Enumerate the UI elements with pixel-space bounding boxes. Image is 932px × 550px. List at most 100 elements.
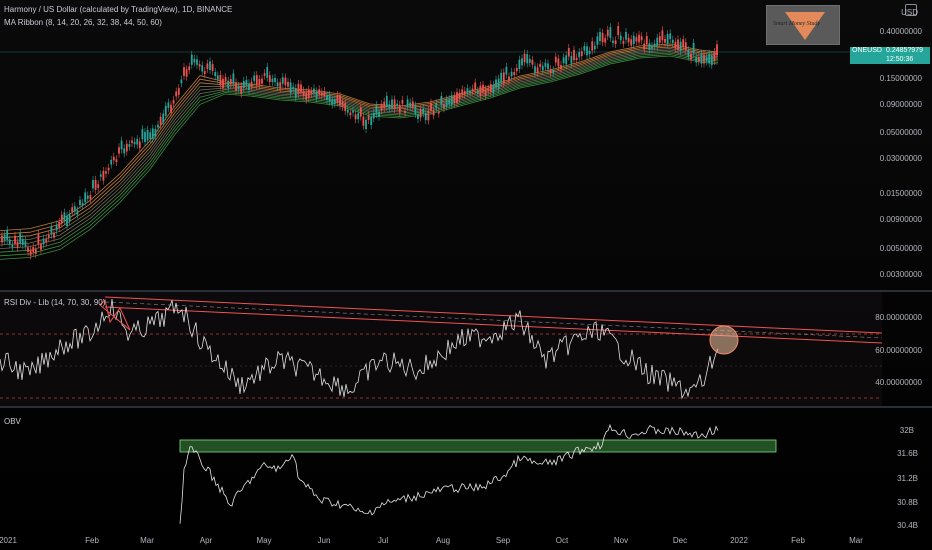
candle-body <box>500 72 503 83</box>
candle-body <box>8 239 11 245</box>
candle-body <box>583 45 586 51</box>
time-tick: Oct <box>555 536 569 545</box>
candle-body <box>528 58 531 63</box>
rsi-highlight-circle <box>709 325 739 355</box>
symbol-badge[interactable]: ONEUSD <box>850 47 886 64</box>
candle-body <box>133 141 136 145</box>
candle-body <box>40 243 42 250</box>
candle-body <box>24 240 27 247</box>
ma-ribbon-line <box>0 49 719 246</box>
candle-body <box>136 139 139 145</box>
candle-body <box>266 66 269 78</box>
candle-body <box>484 89 487 96</box>
candle-body <box>690 53 692 60</box>
candle-body <box>318 89 321 95</box>
pane-divider[interactable] <box>0 406 932 408</box>
candle-body <box>544 62 547 67</box>
candle-body <box>586 46 588 56</box>
candle-body <box>614 40 617 45</box>
candle-body <box>661 30 664 41</box>
candle-body <box>326 95 328 100</box>
candle-body <box>344 102 347 111</box>
candle-body <box>79 199 81 206</box>
candle-body <box>180 79 183 84</box>
candle-body <box>27 247 29 252</box>
time-tick: Sep <box>495 536 511 545</box>
candle-body <box>557 58 560 67</box>
pane-divider[interactable] <box>0 290 932 292</box>
candle-body <box>190 54 193 65</box>
candle-body <box>489 84 492 93</box>
candle-body <box>281 77 284 84</box>
candle-body <box>677 39 679 50</box>
candle-body <box>16 241 19 248</box>
candle-body <box>578 52 581 58</box>
candle-body <box>336 94 339 103</box>
candle-body <box>393 99 396 110</box>
candle-body <box>198 64 201 67</box>
candle-body <box>341 101 344 108</box>
candle-body <box>185 69 188 77</box>
obv-legend[interactable]: OBV <box>4 417 21 426</box>
time-tick: Feb <box>791 536 805 545</box>
candle-body <box>640 36 643 41</box>
price-scale[interactable]: USD 0.40000000 0.15000000 0.09000000 0.0… <box>880 0 932 290</box>
candle-body <box>14 235 16 244</box>
candle-body <box>131 140 133 144</box>
rsi-legend[interactable]: RSI Div - Lib (14, 70, 30, 90) <box>4 298 106 307</box>
candle-body <box>138 141 141 149</box>
candle-body <box>45 239 48 243</box>
candle-body <box>432 110 435 116</box>
candle-body <box>469 90 471 94</box>
candle-body <box>245 79 248 86</box>
candle-body <box>547 63 549 70</box>
candle-body <box>177 88 180 95</box>
candle-body <box>154 129 157 137</box>
maximize-icon[interactable] <box>905 4 917 16</box>
candle-body <box>209 61 211 71</box>
candle-body <box>227 80 230 89</box>
candle-body <box>170 104 172 113</box>
candle-body <box>302 90 305 96</box>
time-tick: Nov <box>613 536 629 545</box>
candle-body <box>443 104 445 109</box>
candle-body <box>398 104 401 113</box>
candle-body <box>370 116 373 126</box>
candle-body <box>313 88 315 93</box>
candle-body <box>435 103 438 109</box>
rsi-trendline <box>104 296 883 334</box>
ma-ribbon-legend[interactable]: MA Ribbon (8, 14, 20, 26, 32, 38, 44, 50… <box>4 18 162 27</box>
rsi-line <box>0 298 719 400</box>
candle-body <box>471 88 474 92</box>
candle-body <box>105 171 107 174</box>
candle-body <box>320 92 323 96</box>
candle-body <box>476 90 479 94</box>
obv-tick: 31.6B <box>897 449 918 458</box>
candle-body <box>3 234 6 241</box>
candle-body <box>289 82 292 94</box>
ma-ribbon-line <box>0 43 719 231</box>
candle-body <box>89 195 92 200</box>
candle-body <box>159 116 162 125</box>
candle-body <box>333 99 336 104</box>
obv-scale[interactable]: 32B 31.6B 31.2B 30.8B 30.4B <box>882 408 932 532</box>
candle-body <box>497 78 500 89</box>
candle-body <box>21 238 24 245</box>
candle-body <box>203 70 206 74</box>
rsi-scale[interactable]: 80.00000000 60.00000000 40.00000000 <box>875 292 932 406</box>
candle-body <box>505 66 508 75</box>
candle-body <box>684 42 687 51</box>
symbol-title[interactable]: Harmony / US Dollar (calculated by Tradi… <box>4 5 233 14</box>
last-price: 0.2485?979 <box>886 47 923 54</box>
candle-body <box>427 110 430 121</box>
candle-body <box>448 99 451 104</box>
ma-ribbon-line <box>0 48 719 242</box>
candle-body <box>487 88 490 92</box>
candle-body <box>55 224 58 231</box>
candle-body <box>414 105 417 114</box>
candle-body <box>297 83 300 95</box>
candle-body <box>276 82 279 87</box>
candle-body <box>84 192 87 203</box>
candle-body <box>60 214 63 224</box>
